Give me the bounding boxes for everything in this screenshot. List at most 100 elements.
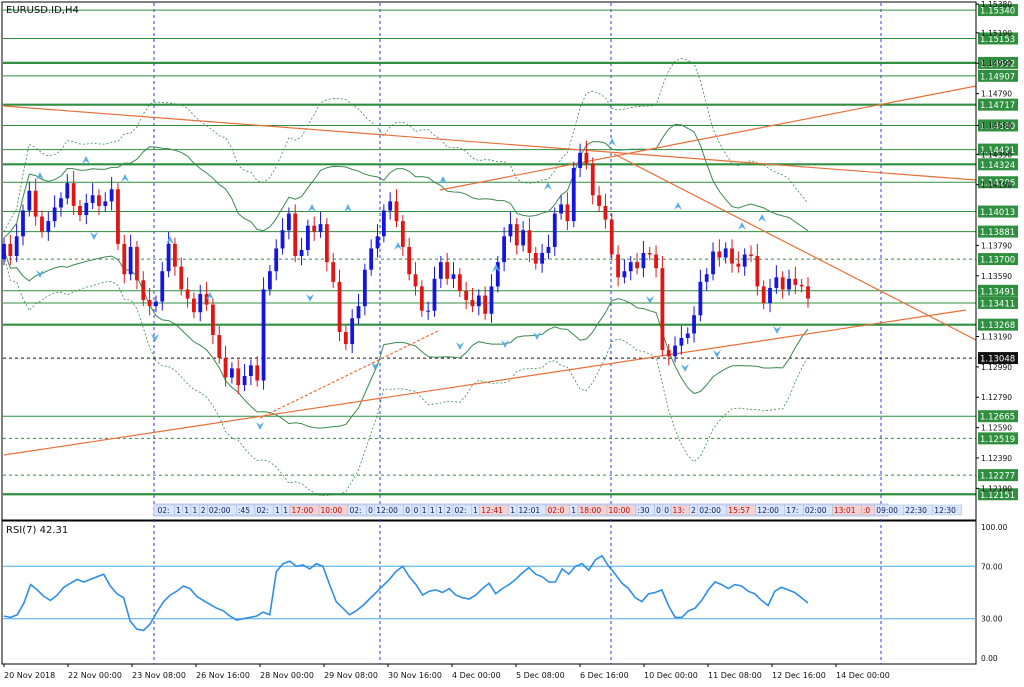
candle-body: [400, 221, 405, 247]
fractal-up-icon: [121, 174, 129, 182]
candle-body: [116, 189, 120, 244]
candle-body: [52, 207, 57, 222]
level-price-tag: [978, 98, 1018, 111]
fractal-up-icon: [492, 264, 500, 272]
candle-body: [324, 224, 329, 263]
candle-body: [590, 163, 595, 196]
event-cell-label: 13:01: [834, 506, 856, 515]
price-axis-tick-label: 1.15190: [981, 29, 1012, 38]
candle-body: [27, 190, 32, 211]
level-price-label: 1.14421: [980, 146, 1015, 156]
level-price-tag: [978, 352, 1018, 365]
candle-body: [211, 304, 215, 335]
candle-body: [280, 230, 285, 249]
event-cell-label: 02:: [257, 506, 269, 515]
candle-body: [2, 243, 6, 260]
event-cell-label: 02:: [158, 506, 170, 515]
candle-body: [381, 210, 386, 237]
event-cell-label: 1: [184, 506, 189, 515]
fractal-down-icon: [151, 334, 159, 342]
candle-body: [97, 195, 101, 206]
time-axis-label: 6 Dec 16:00: [580, 671, 629, 680]
candle-body: [521, 230, 526, 246]
candle-body: [343, 331, 348, 345]
candle-body: [787, 278, 791, 290]
time-axis-label: 4 Dec 00:00: [452, 671, 501, 680]
candle-body: [230, 368, 234, 378]
time-axis-label: 5 Dec 08:00: [516, 671, 565, 680]
event-cell-label: 09:00: [876, 506, 898, 515]
candle-body: [337, 281, 342, 332]
candle-body: [40, 216, 44, 232]
candle-body: [299, 249, 304, 257]
candle-body: [109, 189, 114, 202]
candle-body: [312, 225, 317, 232]
candle-body: [293, 213, 298, 257]
event-cell-label: 02:00: [805, 506, 827, 515]
rsi-axis-tick-label: 70.00: [981, 562, 1003, 571]
candle-body: [445, 262, 450, 279]
fractal-down-icon: [773, 326, 781, 334]
level-price-tag: [978, 410, 1018, 423]
candle-body: [407, 246, 412, 275]
candle-body: [173, 243, 177, 267]
event-cell-label: 1: [283, 506, 288, 515]
event-cell-label: 12:00: [376, 506, 398, 515]
candle-body: [21, 210, 25, 237]
fractal-up-icon: [344, 204, 352, 212]
event-cell-label: 17:: [786, 506, 798, 515]
level-price-label: 1.14907: [980, 72, 1015, 82]
candle-body: [730, 248, 734, 264]
event-cell-label: 15:57: [728, 506, 750, 515]
candle-body: [388, 201, 393, 211]
fractal-up-icon: [82, 156, 90, 164]
event-cell-label: 13:: [673, 506, 685, 515]
event-cell-label: 1: [176, 506, 181, 515]
price-axis-tick-label: 1.14190: [981, 181, 1012, 190]
candle-body: [464, 290, 469, 301]
rsi-line: [3, 554, 809, 632]
candle-body: [242, 375, 247, 386]
rsi-plot-frame: [1, 520, 977, 665]
price-axis-tick-label: 1.12390: [981, 454, 1012, 463]
event-cell-label: 02:00: [209, 506, 231, 515]
candle-body: [46, 221, 51, 232]
candle-body: [799, 284, 804, 287]
candle-body: [413, 274, 418, 287]
level-price-tag: [978, 469, 1018, 482]
event-cell-label: 1: [510, 506, 515, 515]
trend-line: [3, 309, 967, 456]
fractal-up-icon: [439, 176, 447, 184]
event-cell-label: 2: [201, 506, 206, 515]
candle-body: [793, 278, 798, 285]
candle-body: [578, 152, 582, 168]
time-axis-label: 28 Nov 00:00: [260, 671, 314, 680]
rsi-layer: 100.00 70.00 30.00 0.00: [3, 523, 1007, 663]
candle-body: [286, 213, 291, 231]
candle-body: [489, 286, 494, 314]
fractals-layer: [36, 138, 781, 430]
level-price-tag: [978, 284, 1018, 297]
candle-body: [419, 286, 424, 311]
level-price-tag: [978, 4, 1018, 17]
candle-body: [261, 289, 266, 381]
candle-body: [90, 195, 95, 203]
candle-body: [571, 167, 576, 222]
level-price-label: 1.13700: [980, 256, 1015, 266]
event-cell-label: 02:: [350, 506, 362, 515]
candle-body: [78, 205, 82, 216]
candle-body: [248, 365, 253, 376]
candle-body: [65, 183, 70, 199]
fractal-up-icon: [674, 202, 682, 210]
candle-body: [527, 230, 532, 253]
level-price-label: 1.13491: [980, 287, 1015, 297]
candle-body: [774, 277, 779, 288]
candle-body: [457, 274, 462, 291]
time-axis-label: 11 Dec 08:00: [708, 671, 762, 680]
candle-body: [533, 253, 538, 264]
fractal-up-icon: [738, 222, 746, 230]
event-cell-label: 17:00: [292, 506, 314, 515]
candle-body: [274, 248, 279, 272]
candle-body: [768, 287, 772, 304]
fractal-down-icon: [713, 350, 721, 358]
